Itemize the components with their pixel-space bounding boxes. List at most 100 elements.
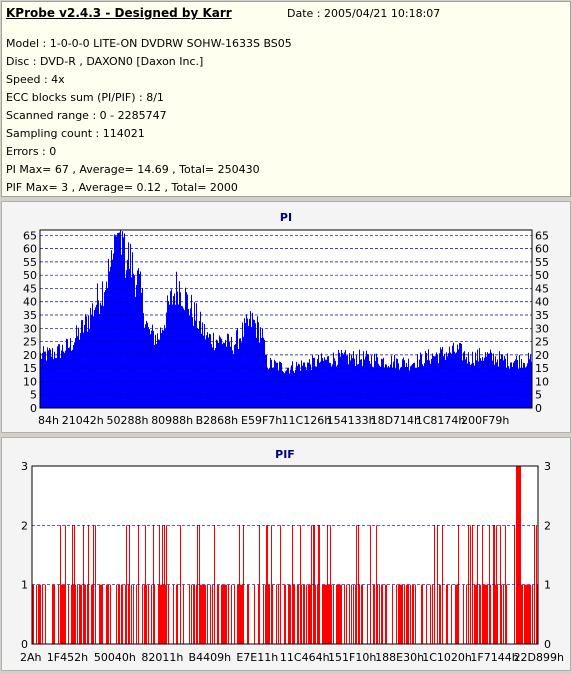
pi-sample-bar: [461, 343, 462, 408]
pif-sample-bar: [495, 584, 496, 644]
pi-y-tick-right: 10: [535, 375, 549, 388]
pi-sample-bar: [192, 317, 193, 408]
pif-sample-bar: [466, 584, 467, 644]
pif-sample-bar: [91, 584, 92, 644]
pi-sample-bar: [335, 361, 336, 408]
pi-sample-bar: [289, 373, 290, 408]
pi-sample-bar: [309, 359, 310, 408]
pif-sample-bar: [265, 584, 266, 644]
pif-y-tick-right: 0: [544, 638, 551, 651]
pif-sample-bar: [158, 584, 159, 644]
pi-sample-bar: [275, 361, 276, 408]
pif-sample-bar: [426, 584, 427, 644]
pi-sample-bar: [231, 336, 232, 408]
pi-sample-bar: [499, 351, 500, 408]
pif-sample-bar: [45, 584, 46, 644]
pi-sample-bar: [352, 358, 353, 408]
pi-sample-bar: [278, 370, 279, 408]
pi-sample-bar: [136, 284, 137, 408]
pi-sample-bar: [378, 363, 379, 408]
pi-sample-bar: [374, 353, 375, 408]
pi-sample-bar: [494, 364, 495, 408]
pif-sample-bar: [80, 584, 81, 644]
pi-sample-bar: [104, 292, 105, 408]
pi-sample-bar: [213, 332, 214, 408]
pif-sample-bar: [222, 584, 223, 644]
pi-sample-bar: [436, 352, 437, 408]
pi-sample-bar: [460, 343, 461, 408]
pi-sample-bar: [380, 366, 381, 408]
pi-sample-bar: [389, 367, 390, 408]
pi-sample-bar: [286, 370, 287, 408]
pi-sample-bar: [166, 312, 167, 408]
pif-sample-bar: [205, 584, 206, 644]
pi-sample-bar: [148, 327, 149, 408]
pi-sample-bar: [81, 320, 82, 408]
pi-sample-bar: [74, 342, 75, 408]
pif-sample-bar: [333, 584, 334, 644]
pi-y-tick-right: 40: [535, 296, 549, 309]
pif-sample-bar: [61, 584, 62, 644]
pi-sample-bar: [489, 353, 490, 408]
pif-sample-bar: [337, 584, 338, 644]
pi-sample-bar: [127, 259, 128, 408]
pif-sample-bar: [485, 584, 486, 644]
pi-sample-bar: [48, 350, 49, 408]
pi-sample-bar: [90, 307, 91, 408]
pif-sample-bar: [218, 584, 219, 644]
pif-sample-bar: [71, 584, 72, 644]
pi-sample-bar: [177, 291, 178, 408]
pi-sample-bar: [439, 353, 440, 408]
pi-sample-bar: [281, 363, 282, 408]
pi-sample-bar: [520, 368, 521, 408]
pi-sample-bar: [462, 360, 463, 408]
pi-sample-bar: [307, 362, 308, 408]
pi-sample-bar: [295, 369, 296, 408]
pi-y-tick-right: 35: [535, 309, 549, 322]
pi-sample-bar: [61, 350, 62, 408]
pi-sample-bar: [132, 252, 133, 408]
pi-sample-bar: [171, 289, 172, 408]
pi-sample-bar: [317, 359, 318, 408]
pi-sample-bar: [318, 354, 319, 408]
pi-sample-bar: [287, 368, 288, 408]
pi-sample-bar: [181, 305, 182, 408]
pi-sample-bar: [140, 271, 141, 408]
pif-sample-bar: [376, 525, 377, 644]
pif-sample-bar: [304, 584, 305, 644]
pi-sample-bar: [204, 324, 205, 408]
pi-sample-bar: [188, 308, 189, 408]
pi-sample-bar: [457, 344, 458, 408]
pif-sample-bar: [212, 584, 213, 644]
pi-sample-bar: [438, 363, 439, 408]
pif-x-tick-label: 151F10h: [328, 651, 376, 664]
pif-sample-bar: [298, 584, 299, 644]
pif-sample-bar: [362, 584, 363, 644]
pi-sample-bar: [527, 363, 528, 408]
pi-sample-bar: [338, 349, 339, 408]
pi-sample-bar: [263, 337, 264, 408]
pi-x-tick-label: 11C126h: [282, 414, 332, 427]
pi-sample-bar: [282, 370, 283, 408]
pif-sample-bar: [331, 584, 332, 644]
pif-y-tick-right: 3: [544, 460, 551, 473]
pi-sample-bar: [83, 332, 84, 408]
pi-sample-bar: [115, 235, 116, 408]
pi-sample-bar: [518, 368, 519, 408]
pif-sample-bar: [189, 584, 190, 644]
errors-line: Errors : 0: [6, 145, 57, 158]
pif-sample-bar: [310, 584, 311, 644]
pi-sample-bar: [215, 348, 216, 408]
pif-sample-bar: [340, 584, 341, 644]
pi-sample-bar: [280, 361, 281, 408]
pif-sample-bar: [280, 525, 281, 644]
pif-sample-bar: [309, 584, 310, 644]
pi-sample-bar: [435, 355, 436, 408]
pi-sample-bar: [63, 351, 64, 408]
pif-sample-bar: [336, 584, 337, 644]
pi-sample-bar: [42, 352, 43, 408]
pi-sample-bar: [332, 364, 333, 408]
pi-sample-bar: [403, 357, 404, 408]
pif-sample-bar: [163, 584, 164, 644]
pif-x-tick-label: 1C1020h: [422, 651, 472, 664]
